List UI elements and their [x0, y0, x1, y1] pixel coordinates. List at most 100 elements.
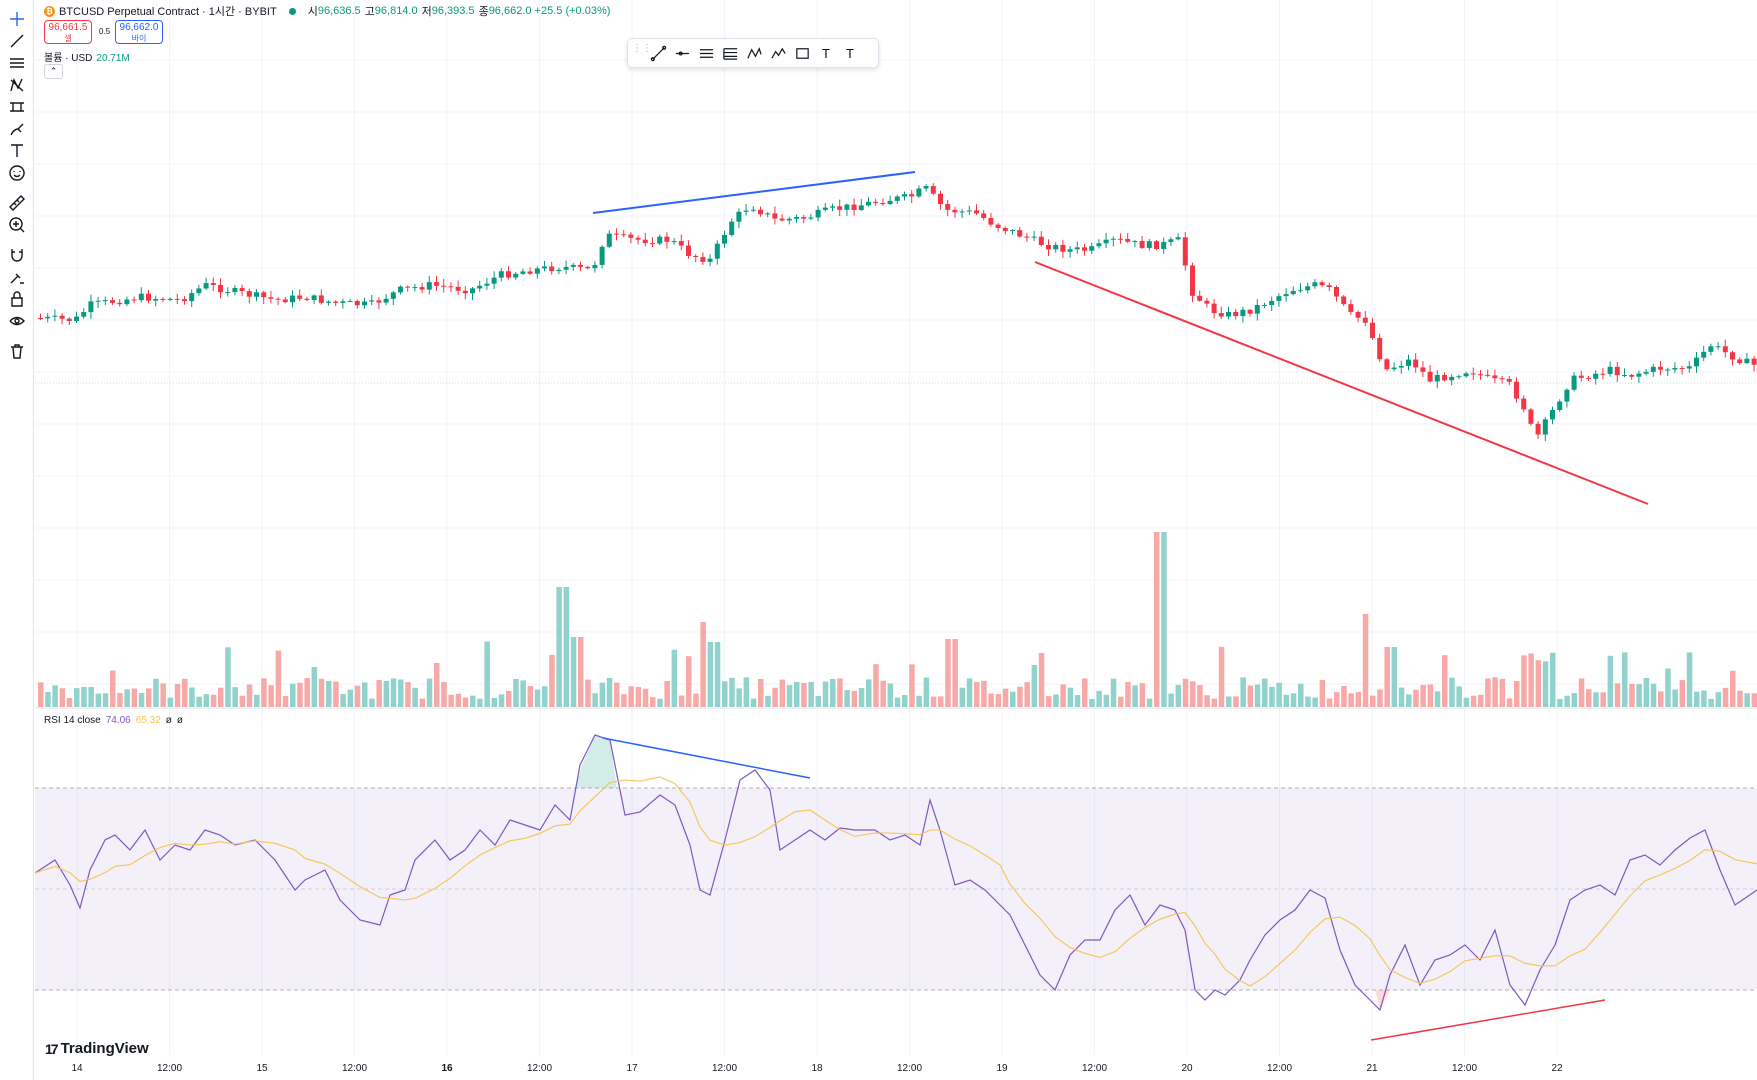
candle-body	[1413, 359, 1419, 368]
horizontal-lines-icon	[10, 58, 24, 68]
zoom-in-tool[interactable]	[6, 214, 28, 236]
candle-body	[837, 206, 843, 210]
text-note-tool-button[interactable]: T	[838, 42, 862, 64]
rectangle-tool-button[interactable]	[790, 42, 814, 64]
volume-bar	[340, 693, 346, 707]
price-chart-canvas[interactable]	[35, 0, 1757, 1080]
candle-body	[1658, 366, 1663, 370]
collapse-legend-button[interactable]: ⌃	[44, 64, 63, 79]
candle-body	[1132, 240, 1138, 242]
candle-body	[1139, 240, 1145, 248]
brush-tool[interactable]	[6, 118, 28, 140]
volume-bar	[772, 687, 778, 707]
horizontal-lines-tool[interactable]	[6, 52, 28, 74]
measure-tool[interactable]	[6, 96, 28, 118]
trendline-tool[interactable]	[6, 30, 28, 52]
volume-bar	[1226, 696, 1232, 707]
pattern-tool[interactable]	[6, 74, 28, 96]
drag-handle-icon[interactable]: ⋮⋮	[632, 43, 652, 54]
volume-bar	[938, 696, 944, 707]
buy-button[interactable]: 96,662.0 바이	[115, 20, 163, 44]
volume-bar	[246, 684, 253, 707]
chart-area[interactable]: ₿ BTCUSD Perpetual Contract · 1시간 · BYBI…	[35, 0, 1757, 1080]
time-axis-label: 12:00	[1266, 1063, 1293, 1074]
candle-body	[700, 257, 706, 262]
volume-bar	[722, 681, 728, 707]
rsi-extra-1: ø	[165, 715, 172, 726]
symbol-legend[interactable]: ₿ BTCUSD Perpetual Contract · 1시간 · BYBI…	[44, 3, 610, 19]
rsi-legend[interactable]: RSI 14 close 74.06 65.32 ø ø	[44, 715, 183, 726]
rsi-line	[35, 734, 1757, 1012]
volume-bar	[837, 678, 843, 707]
candle-body	[1406, 359, 1411, 366]
lock-drawing-tool[interactable]	[6, 266, 28, 288]
volume-bar	[254, 694, 260, 707]
volume-bar	[1427, 684, 1434, 707]
emoji-tool[interactable]	[6, 162, 28, 184]
candle-body	[621, 234, 627, 236]
volume-bar	[304, 678, 310, 707]
volume-bar	[1240, 677, 1246, 707]
text-tool-button[interactable]: T	[814, 42, 838, 64]
volume-bar	[714, 642, 721, 707]
candle-body	[765, 213, 771, 215]
volume-legend[interactable]: 볼륨 · USD 20.71M	[44, 49, 130, 64]
candle-body	[1542, 419, 1548, 435]
candle-body	[1686, 366, 1692, 369]
volume-bar	[1593, 692, 1599, 707]
candle-body	[938, 193, 943, 205]
volume-bar	[858, 687, 865, 707]
candle-body	[772, 213, 778, 219]
volume-bar	[1283, 694, 1290, 707]
floating-drawing-toolbar[interactable]: ⋮⋮ T T	[627, 38, 879, 68]
pattern-icon	[10, 78, 24, 92]
candle-body	[1103, 239, 1109, 244]
volume-bar	[707, 642, 714, 707]
text-tool[interactable]	[6, 140, 28, 162]
volume-bar	[794, 681, 800, 707]
volume-bar	[261, 678, 267, 707]
tradingview-logo[interactable]: 17 TradingView	[45, 1040, 149, 1057]
candle-body	[174, 298, 180, 300]
eye-tool[interactable]	[6, 310, 28, 332]
fib-tool-button[interactable]	[718, 42, 742, 64]
symbol-title[interactable]: BTCUSD Perpetual Contract · 1시간 · BYBIT	[59, 6, 277, 18]
candle-body	[1427, 371, 1433, 382]
candle-body	[1089, 246, 1095, 251]
candle-body	[52, 315, 58, 317]
buy-price: 96,662.0	[119, 22, 159, 33]
candle-body	[275, 298, 281, 300]
sell-button[interactable]: 96,661.5 셀	[44, 20, 92, 44]
eye-icon	[9, 316, 25, 326]
trendline-tool-button[interactable]	[646, 42, 670, 64]
candle-body	[1629, 374, 1635, 377]
volume-bar	[930, 696, 937, 707]
volume-bar	[347, 689, 354, 707]
candle-body	[794, 217, 799, 219]
candle-body	[1514, 381, 1519, 399]
ruler-tool[interactable]	[6, 192, 28, 214]
candle-body	[1276, 296, 1282, 301]
candle-body	[542, 266, 547, 269]
volume-bar	[988, 693, 994, 707]
parallel-channel-tool-button[interactable]	[694, 42, 718, 64]
trash-tool[interactable]	[6, 340, 28, 362]
candle-body	[1377, 338, 1383, 360]
crosshair-tool[interactable]	[6, 8, 28, 30]
candle-body	[189, 293, 195, 302]
volume-bar	[1550, 652, 1556, 707]
xabcd-tool-button[interactable]	[742, 42, 766, 64]
ohlc-close-value: 96,662.0 +25.5 (+0.03%)	[488, 5, 611, 17]
volume-bar	[1290, 693, 1297, 707]
lock-tool[interactable]	[6, 288, 28, 310]
volume-bar	[887, 683, 894, 707]
elliott-tool-button[interactable]	[766, 42, 790, 64]
candle-body	[1607, 366, 1613, 374]
volume-bar	[1305, 696, 1311, 707]
volume-bar	[1398, 687, 1405, 707]
horizontal-ray-tool-button[interactable]	[670, 42, 694, 64]
magnet-tool[interactable]	[6, 244, 28, 266]
volume-bar	[1470, 695, 1477, 707]
volume-bar	[1233, 696, 1239, 707]
left-drawing-toolbar	[0, 0, 34, 1080]
